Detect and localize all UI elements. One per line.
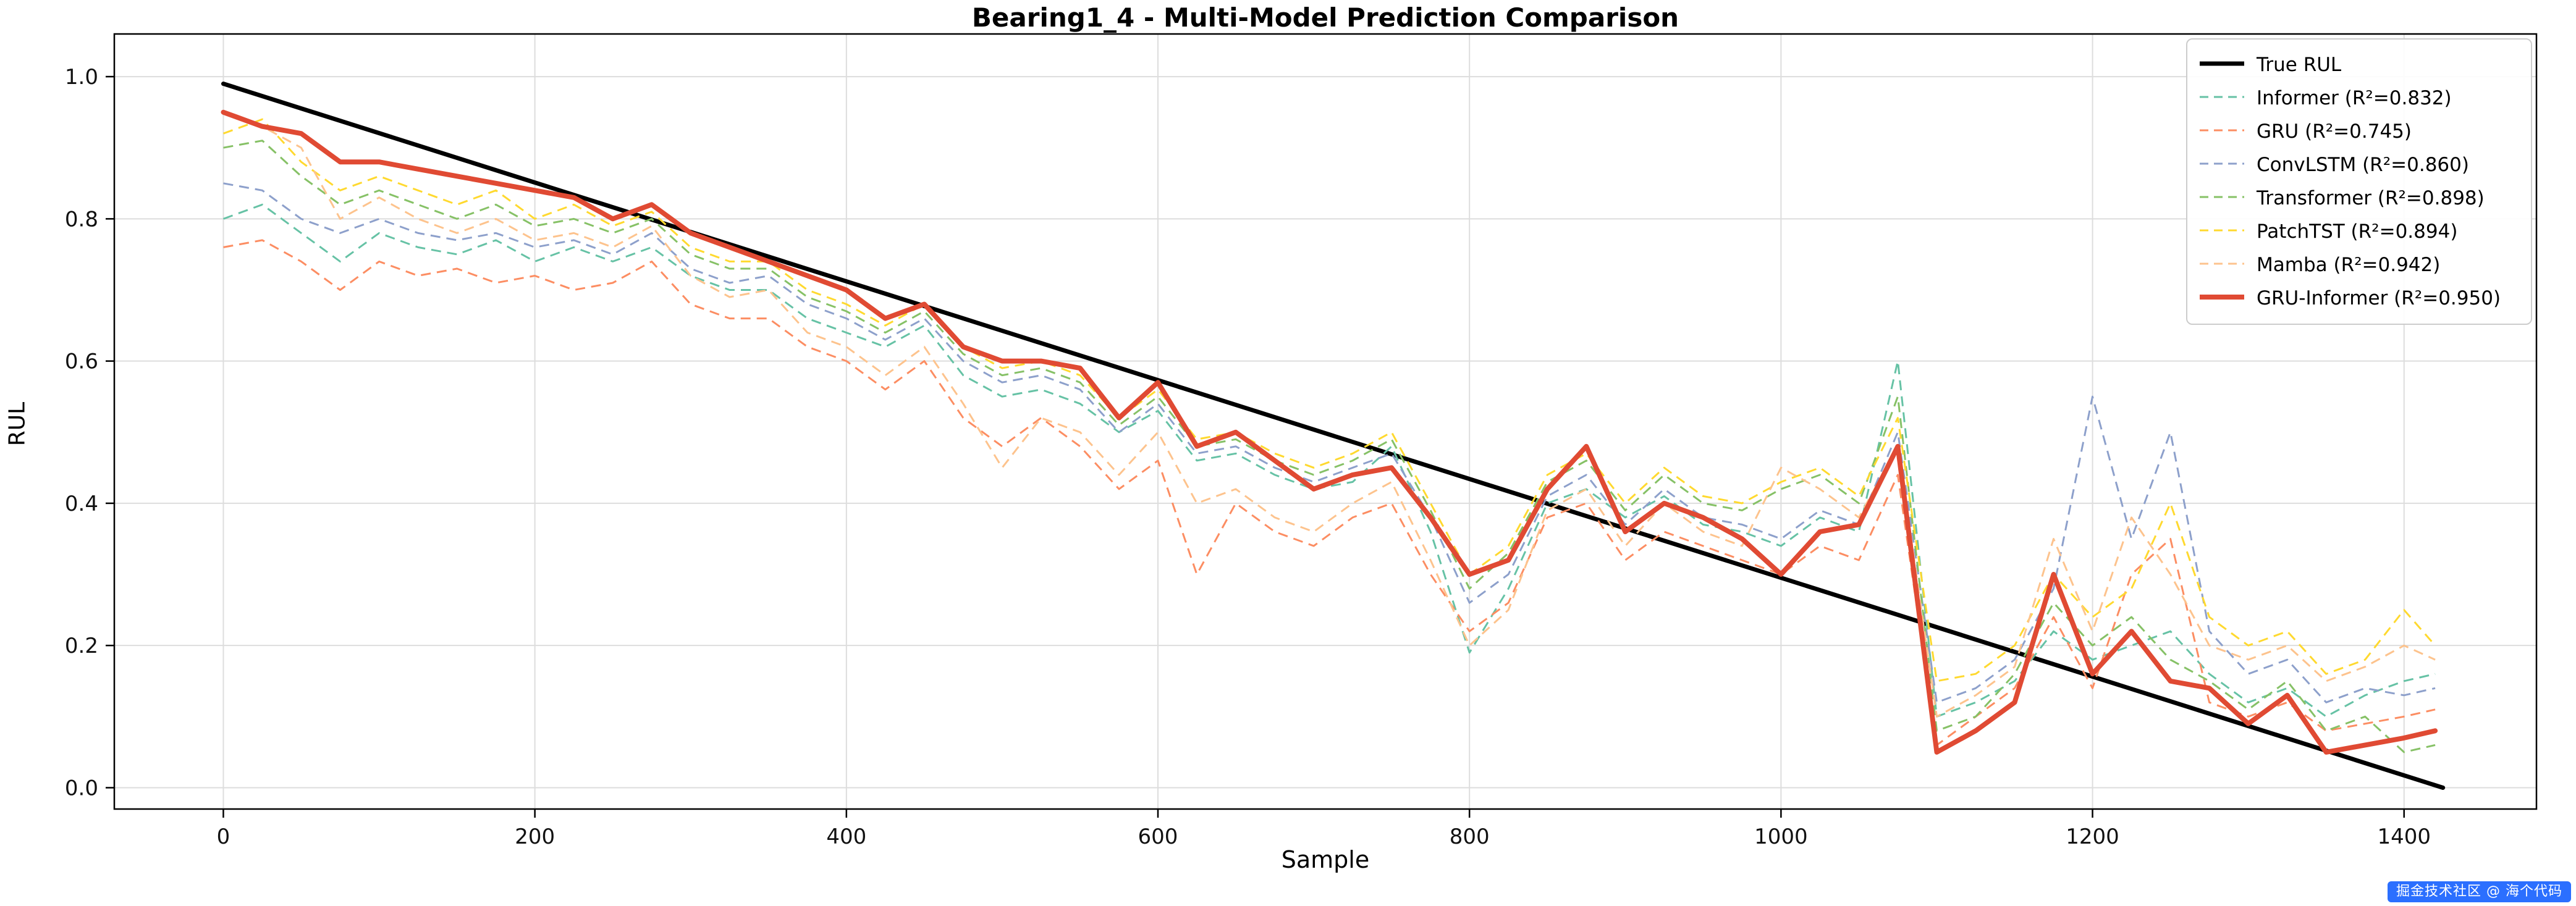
series-line-0 xyxy=(221,82,2446,790)
legend-label: GRU (R²=0.745) xyxy=(2257,120,2412,143)
legend-line-sample xyxy=(2198,224,2245,239)
legend-entry: Mamba (R²=0.942) xyxy=(2198,248,2520,282)
legend-entry: True RUL xyxy=(2198,48,2520,82)
series-line-6 xyxy=(222,111,2436,718)
watermark-badge: 掘金技术社区 @ 海个代码 xyxy=(2388,881,2571,902)
legend-entry: Informer (R²=0.832) xyxy=(2198,82,2520,115)
legend-line-sample xyxy=(2198,157,2245,172)
legend-label: Informer (R²=0.832) xyxy=(2257,87,2452,109)
x-tick-label: 1000 xyxy=(1754,824,1808,849)
x-tick-label: 200 xyxy=(515,824,555,849)
legend-entry: Transformer (R²=0.898) xyxy=(2198,182,2520,215)
y-tick-label: 0.0 xyxy=(65,776,98,800)
legend-entry: PatchTST (R²=0.894) xyxy=(2198,215,2520,248)
legend-line-sample xyxy=(2198,91,2245,106)
x-axis-label: Sample xyxy=(1281,846,1370,873)
chart-title: Bearing1_4 - Multi-Model Prediction Comp… xyxy=(971,2,1679,33)
y-tick-label: 0.8 xyxy=(65,207,98,232)
legend-entry: ConvLSTM (R²=0.860) xyxy=(2198,148,2520,182)
legend-entry: GRU (R²=0.745) xyxy=(2198,115,2520,148)
legend-label: True RUL xyxy=(2257,54,2342,76)
x-tick-label: 1400 xyxy=(2377,824,2431,849)
y-tick-label: 0.2 xyxy=(65,634,98,658)
y-axis-label: RUL xyxy=(4,401,30,447)
x-tick-label: 0 xyxy=(217,824,230,849)
legend-label: Transformer (R²=0.898) xyxy=(2257,187,2485,209)
legend-label: ConvLSTM (R²=0.860) xyxy=(2257,154,2469,176)
series-line-1 xyxy=(222,203,2436,718)
y-tick-label: 0.4 xyxy=(65,492,98,516)
plot-frame xyxy=(113,33,2538,810)
x-tick-label: 400 xyxy=(826,824,866,849)
legend-line-sample xyxy=(2198,57,2245,72)
legend-line-sample xyxy=(2198,191,2245,206)
series-line-3 xyxy=(223,182,2436,703)
legend-label: Mamba (R²=0.942) xyxy=(2257,254,2441,276)
x-tick-label: 800 xyxy=(1450,824,1490,849)
x-tick-label: 1200 xyxy=(2066,824,2119,849)
legend-entry: GRU-Informer (R²=0.950) xyxy=(2198,282,2520,315)
legend-line-sample xyxy=(2198,124,2245,139)
series-line-5 xyxy=(222,118,2436,682)
series-line-7 xyxy=(221,109,2438,755)
legend: True RUL Informer (R²=0.832) GRU (R²=0.745… xyxy=(2186,38,2532,325)
x-tick-label: 600 xyxy=(1138,824,1178,849)
y-tick-label: 0.6 xyxy=(65,350,98,374)
legend-label: PatchTST (R²=0.894) xyxy=(2257,220,2458,243)
legend-line-sample xyxy=(2198,291,2245,306)
legend-line-sample xyxy=(2198,258,2245,272)
series-line-2 xyxy=(223,239,2436,746)
y-tick-label: 1.0 xyxy=(65,65,98,90)
legend-label: GRU-Informer (R²=0.950) xyxy=(2257,287,2501,309)
